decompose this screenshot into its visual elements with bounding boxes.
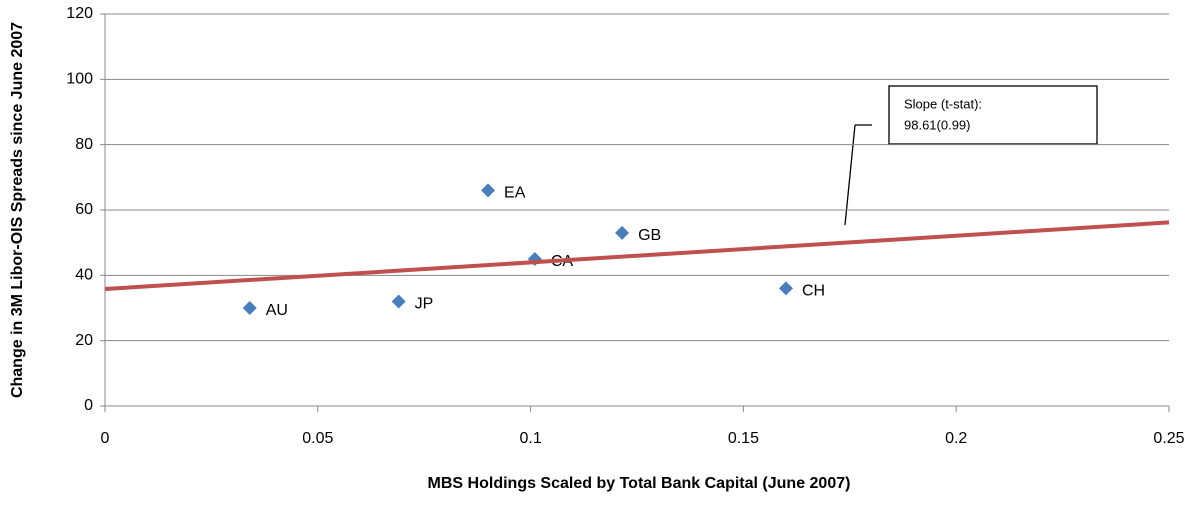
- annotation-box: [888, 85, 1098, 145]
- x-tick-label: 0.2: [945, 430, 967, 447]
- point-label: CH: [802, 283, 825, 300]
- y-axis-title: Change in 3M Libor-OIS Spreads since Jun…: [9, 22, 26, 398]
- trend-line: [104, 220, 1170, 292]
- point: [391, 294, 406, 309]
- y-tick-label: 60: [75, 201, 93, 218]
- point: [242, 301, 257, 315]
- point: [481, 183, 496, 198]
- point-label: JP: [415, 296, 434, 313]
- x-tick-label: 0.25: [1153, 430, 1184, 447]
- point-label: EA: [504, 185, 526, 202]
- callout-line: [844, 124, 856, 226]
- point-label: AU: [266, 302, 288, 319]
- y-tick-label: 20: [75, 332, 93, 349]
- y-tick-label: 0: [84, 397, 93, 414]
- y-tick-label: 80: [75, 136, 93, 153]
- y-tick-label: 40: [75, 267, 93, 284]
- y-tick-label: 120: [66, 5, 93, 22]
- point-label: GB: [638, 227, 661, 244]
- y-tick-label: 100: [66, 71, 93, 88]
- x-axis-title: MBS Holdings Scaled by Total Bank Capita…: [428, 475, 851, 492]
- x-tick-label: 0.1: [519, 430, 541, 447]
- annotation-text: Slope (t-stat):: [904, 96, 982, 111]
- point: [778, 281, 793, 296]
- x-tick-label: 0.15: [728, 430, 759, 447]
- x-tick-label: 0.05: [302, 430, 333, 447]
- x-tick-label: 0: [101, 430, 110, 447]
- annotation-text: 98.61(0.99): [904, 117, 971, 132]
- point: [615, 225, 630, 240]
